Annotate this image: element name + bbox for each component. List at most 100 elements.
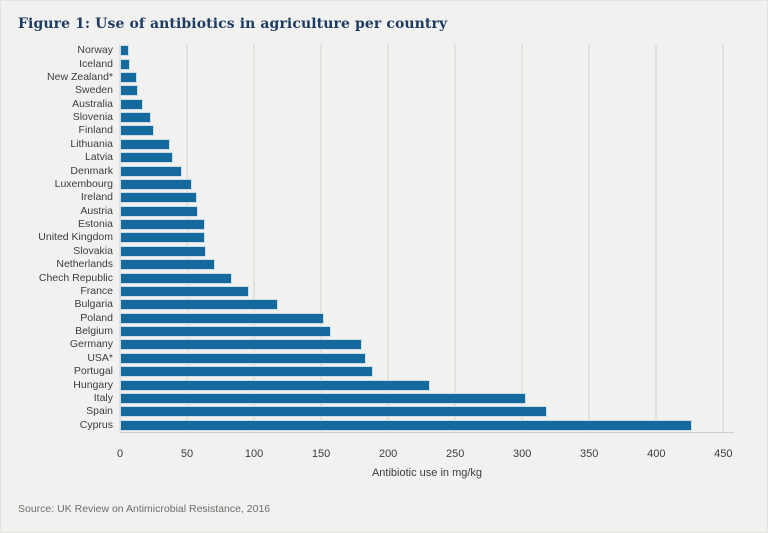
x-tick-300: 300 [513,448,532,460]
chart-bar [120,205,199,217]
chart-bar [120,219,206,231]
bar-track [120,98,734,110]
x-tick-400: 400 [647,448,666,460]
chart-bar [120,339,362,351]
bar-track [120,379,734,391]
chart-row: Italy [1,392,734,405]
chart-row: Slovenia [1,111,734,124]
category-label: Bulgaria [74,298,113,311]
gridline-200 [387,44,390,432]
chart-row: USA* [1,352,734,365]
bar-track [120,205,734,217]
bar-track [120,392,734,404]
x-tick-labels: 0 50 100 150 200 250 300 350 400 450 [116,448,734,462]
chart-bar [120,352,366,364]
bar-track [120,259,734,271]
chart-bar [120,45,129,57]
x-axis-line [120,432,734,433]
category-label: New Zealand* [47,70,113,83]
category-label: Latvia [84,151,113,164]
category-label: Cyprus [79,418,113,431]
category-label: Austria [80,204,113,217]
category-label: Luxembourg [54,177,113,190]
gridline-400 [655,44,658,432]
x-tick-350: 350 [580,448,599,460]
bar-track [120,232,734,244]
chart-bar [120,125,155,137]
bar-track [120,352,734,364]
figure-title: Figure 1: Use of antibiotics in agricult… [18,16,448,32]
chart-row: Iceland [1,57,734,70]
x-tick-150: 150 [311,448,331,460]
category-label: Denmark [70,164,113,177]
chart-row: Netherlands [1,258,734,271]
chart-row: Norway [1,44,734,57]
category-label: Iceland [79,57,113,70]
chart-row: Luxembourg [1,178,734,191]
chart-bar [120,299,278,311]
category-label: Portugal [73,365,113,378]
chart-row: France [1,285,734,298]
chart-row: Bulgaria [1,298,734,311]
chart-row: Australia [1,98,734,111]
chart-bar [120,165,183,177]
x-tick-0: 0 [116,448,124,460]
gridline-300 [521,44,524,432]
chart-bar [120,272,232,284]
chart-row: United Kingdom [1,231,734,244]
chart-bar [120,406,547,418]
bar-track [120,272,734,284]
bar-track [120,419,734,431]
chart-bar [120,112,152,124]
chart-row: Denmark [1,164,734,177]
category-label: Italy [93,391,113,404]
bar-track [120,178,734,190]
category-label: Belgium [75,325,113,338]
chart-row: Sweden [1,84,734,97]
bar-track [120,112,734,124]
gridline-100 [253,44,256,432]
chart-row: Germany [1,338,734,351]
chart-row: Spain [1,405,734,418]
chart-row: Belgium [1,325,734,338]
bar-track [120,299,734,311]
chart-row: Austria [1,205,734,218]
chart-bar [120,98,144,110]
category-label: Finland [78,124,113,137]
bar-track [120,245,734,257]
bar-track [120,406,734,418]
bar-track [120,138,734,150]
category-label: Sweden [75,84,113,97]
chart-bar [120,285,250,297]
chart-bar [120,366,373,378]
chart-row: Portugal [1,365,734,378]
gridline-350 [588,44,591,432]
chart-bar [120,85,139,97]
category-label: Lithuania [70,137,113,150]
category-label: Germany [69,338,113,351]
chart-bar [120,392,526,404]
chart-bar [120,312,325,324]
gridline-450 [722,44,725,432]
chart-row: Lithuania [1,138,734,151]
gridline-150 [320,44,323,432]
bar-track [120,45,734,57]
chart-bar [120,245,207,257]
gridline-250 [454,44,457,432]
x-tick-450: 450 [714,448,733,460]
bar-track [120,85,734,97]
chart-row: Estonia [1,218,734,231]
source-note: Source: UK Review on Antimicrobial Resis… [18,503,271,515]
chart-row: Hungary [1,378,734,391]
category-label: Australia [72,97,113,110]
x-tick-250: 250 [445,448,465,460]
chart-row: Finland [1,124,734,137]
bar-track [120,312,734,324]
chart-bar [120,379,431,391]
chart-bar [120,58,131,70]
bar-track [120,125,734,137]
category-label: Slovenia [72,111,113,124]
category-label: Poland [80,311,113,324]
bar-track [120,326,734,338]
chart-row: Latvia [1,151,734,164]
